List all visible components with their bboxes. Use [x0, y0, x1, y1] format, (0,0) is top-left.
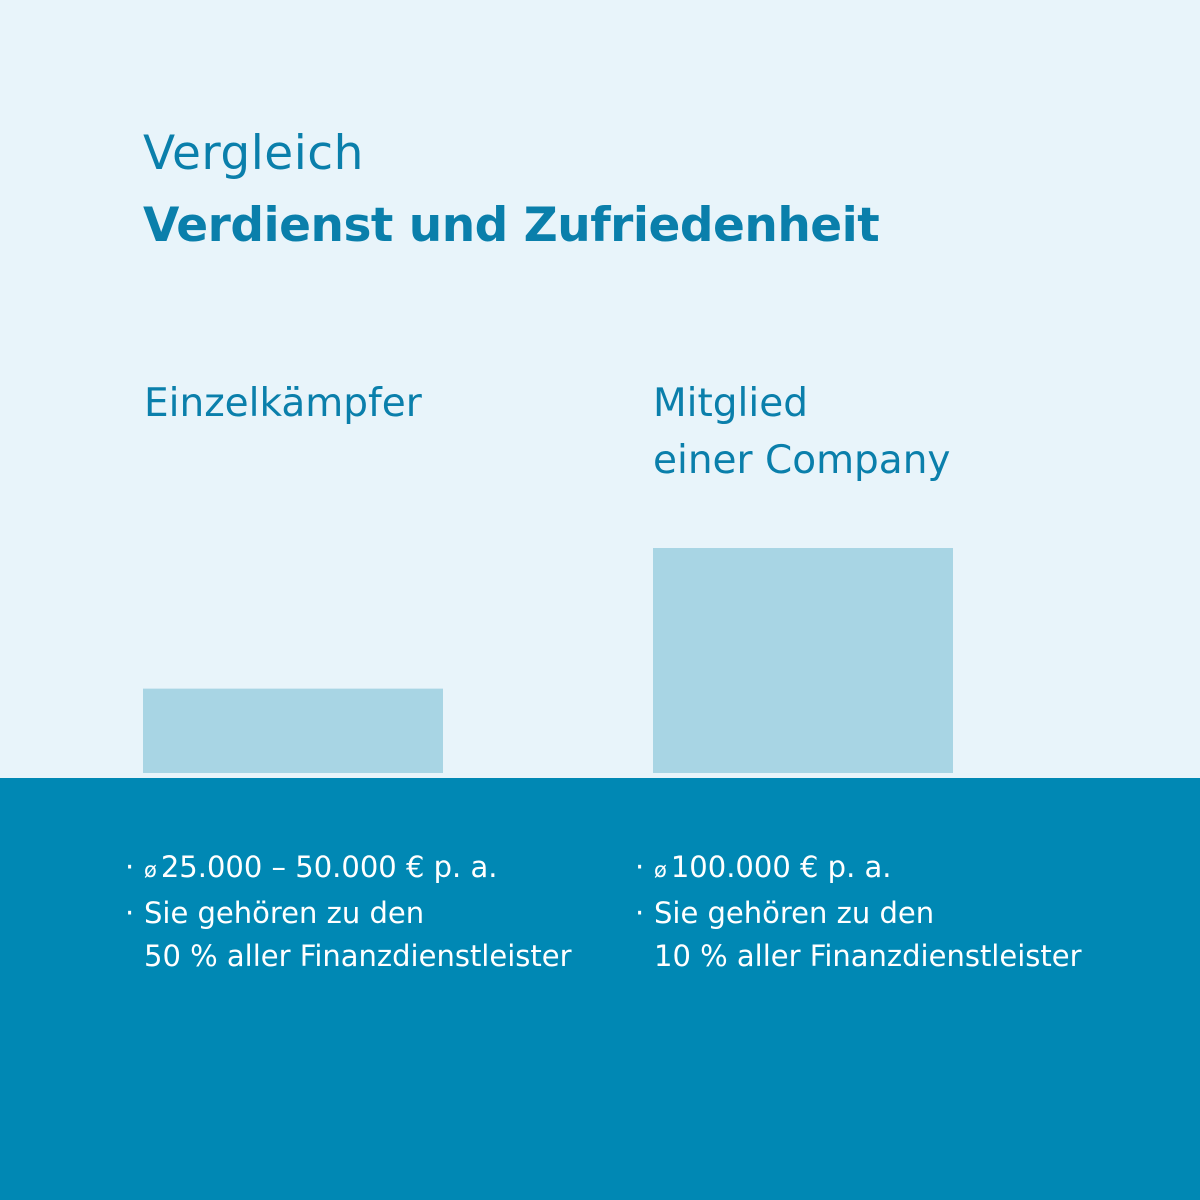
- fact-text: 50 % aller Finanzdienstleister: [144, 939, 572, 973]
- fact-text: 100.000 € p. a.: [670, 850, 892, 884]
- category-label-line: einer Company: [653, 438, 951, 483]
- info-panel: [0, 778, 1200, 1200]
- bullet-dot: ·: [635, 850, 645, 884]
- average-symbol: ø: [144, 858, 157, 882]
- category-label-einzelkaempfer: Einzelkämpfer: [144, 375, 422, 432]
- fact-average-income: · ø 25.000 – 50.000 € p. a.: [125, 846, 572, 892]
- chart-background: [0, 0, 1200, 778]
- category-label-line: Mitglied: [653, 381, 808, 426]
- facts-company: · ø 100.000 € p. a. · Sie gehören zu den …: [635, 846, 1082, 978]
- bar-company: [653, 548, 953, 773]
- fact-text: 10 % aller Finanzdienstleister: [654, 939, 1082, 973]
- fact-text: Sie gehören zu den: [654, 896, 935, 930]
- bar-einzelkaempfer: [143, 688, 443, 773]
- facts-einzelkaempfer: · ø 25.000 – 50.000 € p. a. · Sie gehören…: [125, 846, 572, 978]
- average-symbol: ø: [654, 858, 667, 882]
- fact-percentile: · Sie gehören zu den 10 % aller Finanzdi…: [635, 892, 1082, 978]
- bullet-dot: ·: [125, 850, 135, 884]
- category-label-company: Mitglied einer Company: [653, 375, 951, 489]
- category-label-line: Einzelkämpfer: [144, 381, 422, 426]
- fact-text: Sie gehören zu den: [144, 896, 425, 930]
- chart-subtitle: Verdienst und Zufriedenheit: [143, 198, 880, 253]
- bullet-dot: ·: [125, 896, 135, 930]
- bullet-dot: ·: [635, 896, 645, 930]
- chart-title: Vergleich: [143, 126, 364, 181]
- fact-text: 25.000 – 50.000 € p. a.: [160, 850, 498, 884]
- fact-average-income: · ø 100.000 € p. a.: [635, 846, 1082, 892]
- fact-percentile: · Sie gehören zu den 50 % aller Finanzdi…: [125, 892, 572, 978]
